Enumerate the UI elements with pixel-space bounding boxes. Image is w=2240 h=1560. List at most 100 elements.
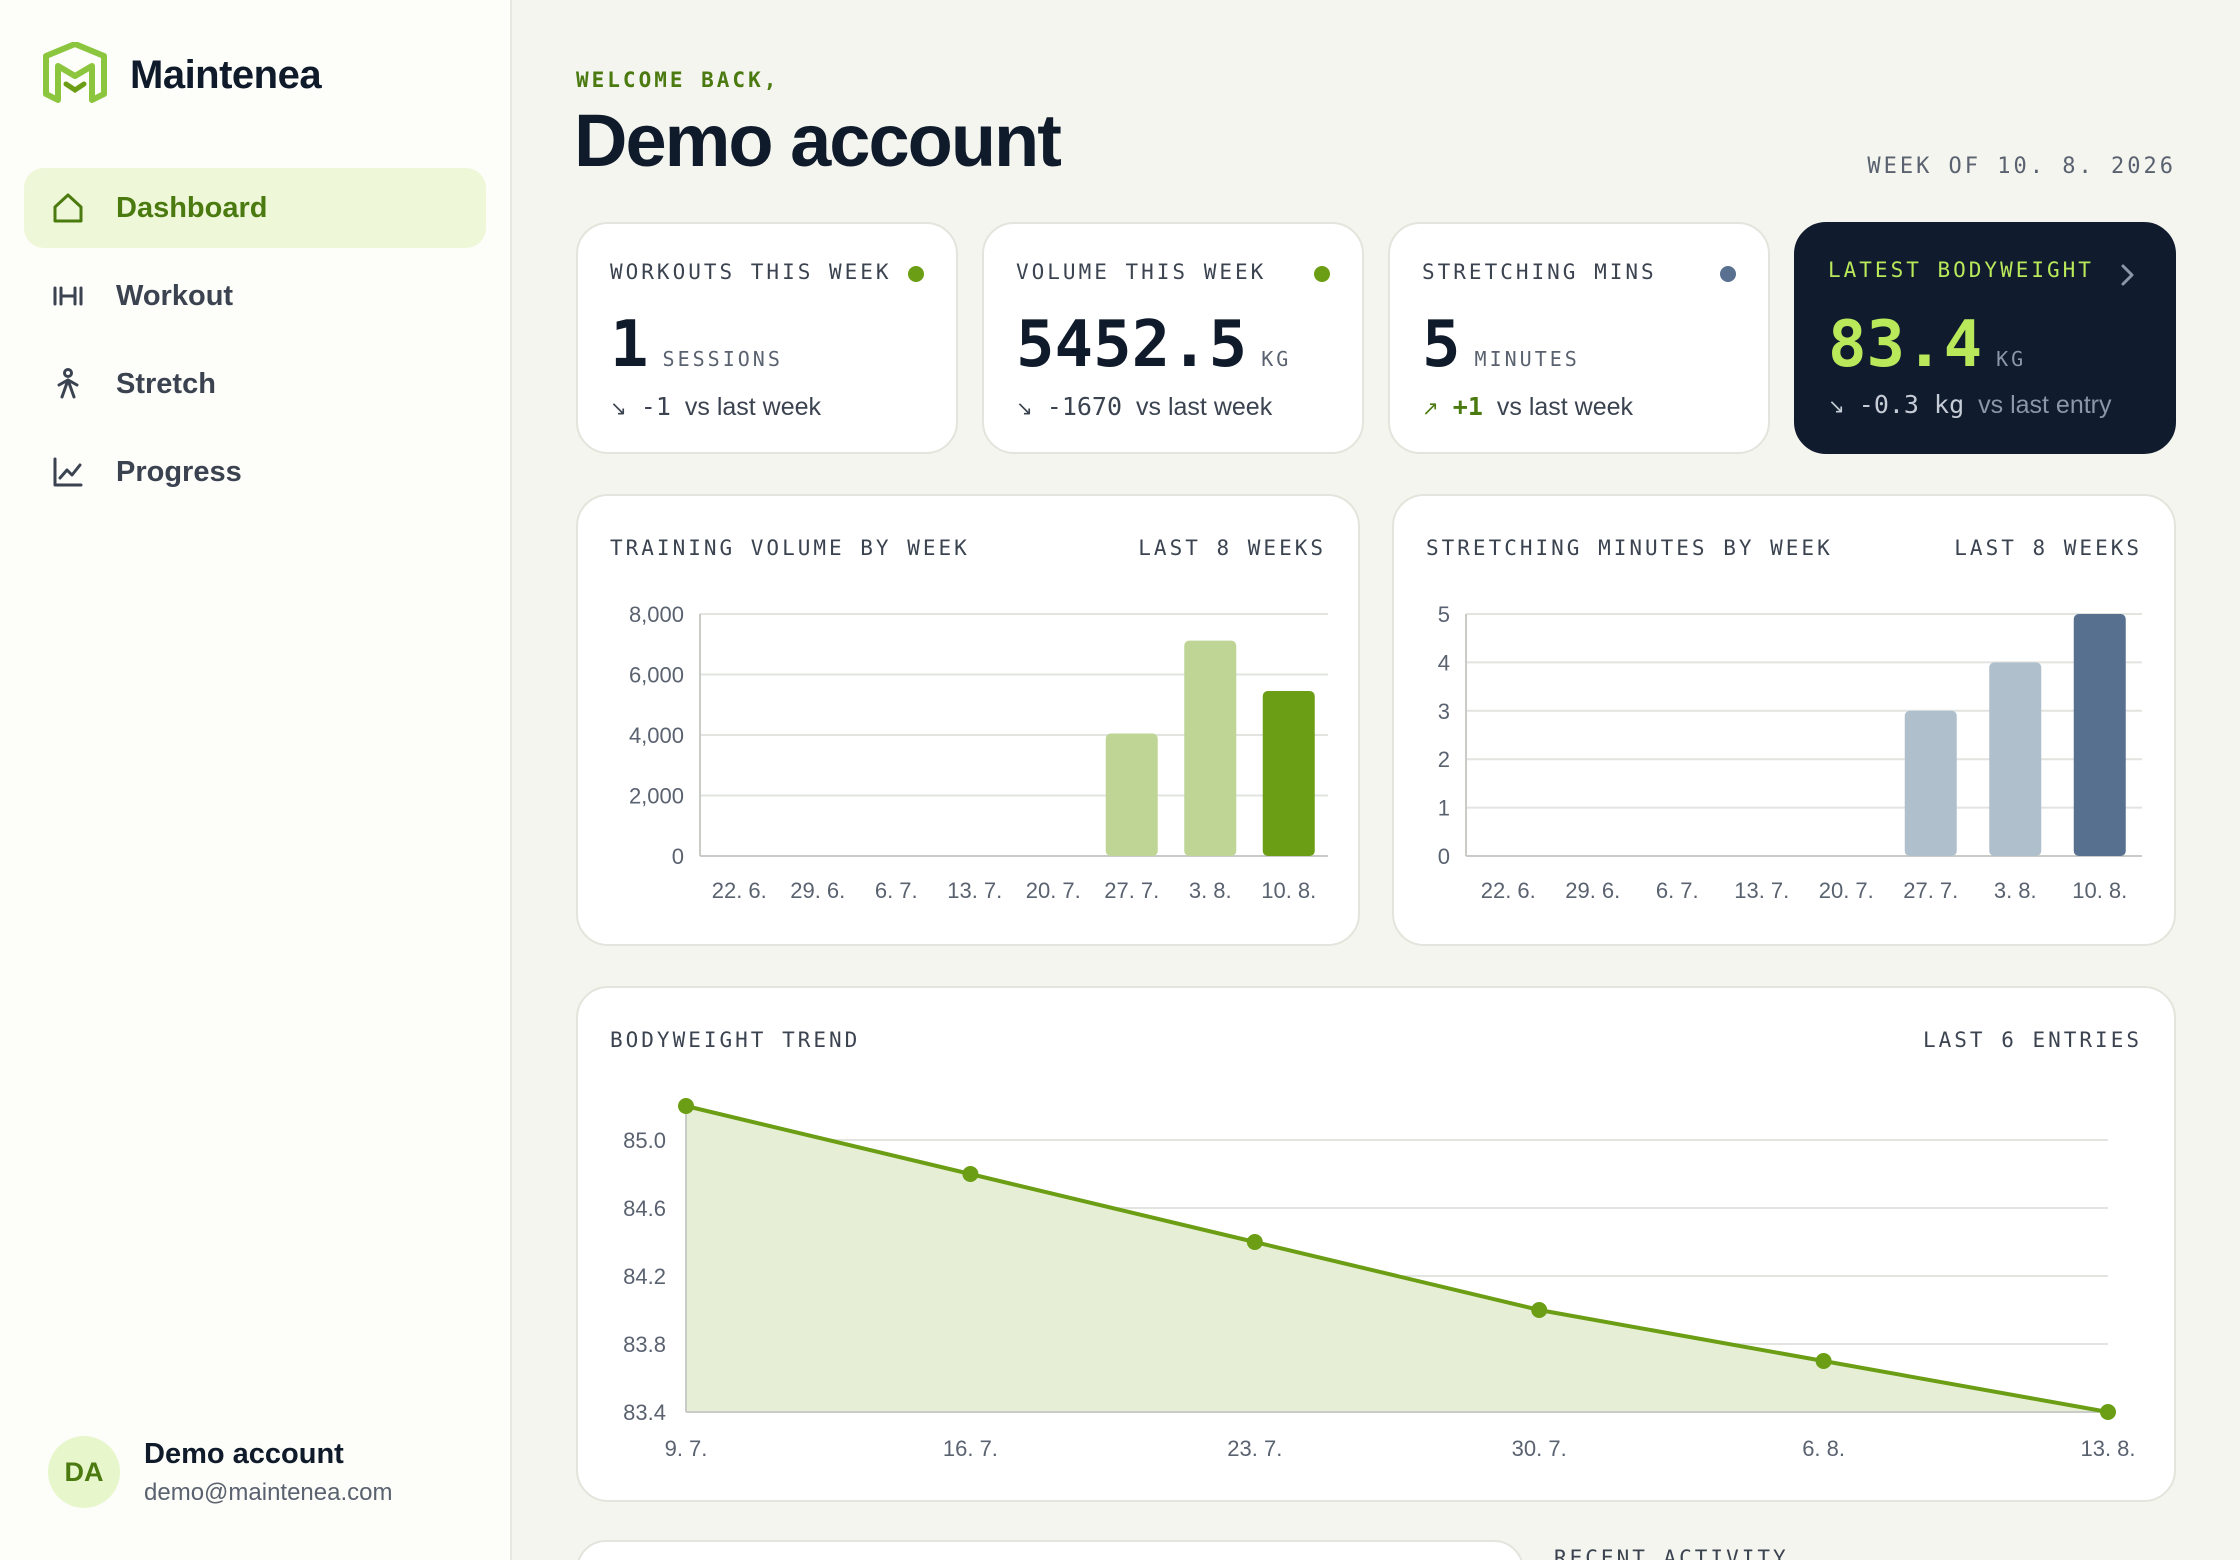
x-tick-label: 6. 7. (875, 878, 918, 903)
bar (1989, 662, 2042, 856)
chart-range: LAST 8 WEEKS (1138, 536, 1326, 560)
kpi-card-bodyweight[interactable]: LATEST BODYWEIGHT 83.4 KG ↘ -0.3 kg vs l… (1794, 222, 2176, 454)
user-email: demo@maintenea.com (144, 1478, 393, 1506)
person-stretch-icon (50, 366, 86, 402)
chart-title: TRAINING VOLUME BY WEEK (610, 536, 970, 560)
home-icon (50, 190, 86, 226)
kpi-delta: -1 (640, 392, 671, 421)
x-tick-label: 30. 7. (1512, 1436, 1567, 1461)
stretch-bar-chart: 0 1 2 3 4 5 22. 6. 29. 6. 6. 7. 13. 7. 20. 7. 27. 7… (1438, 602, 2142, 903)
bar (2073, 614, 2126, 856)
y-tick-label: 84.6 (623, 1196, 666, 1221)
x-tick-label: 22. 6. (1481, 878, 1536, 903)
y-tick-label: 5 (1438, 602, 1450, 627)
kpi-value: 1 (610, 308, 649, 382)
data-point (678, 1098, 694, 1114)
bar (1262, 691, 1315, 856)
chart-range: LAST 8 WEEKS (1954, 536, 2142, 560)
week-of-label: WEEK OF 10. 8. 2026 (1867, 154, 2176, 179)
x-tick-label: 20. 7. (1026, 878, 1081, 903)
brand[interactable]: Maintenea (40, 42, 322, 108)
y-tick-label: 6,000 (629, 663, 684, 688)
data-point (1815, 1353, 1832, 1369)
maintenea-logo-icon (43, 42, 107, 103)
chart-title: STRETCHING MINUTES BY WEEK (1426, 536, 1833, 560)
user-name: Demo account (144, 1437, 344, 1470)
y-tick-label: 3 (1438, 699, 1450, 724)
y-tick-label: 83.8 (623, 1332, 666, 1357)
data-point (962, 1166, 979, 1182)
welcome-label: WELCOME BACK, (576, 68, 780, 92)
brand-name: Maintenea (130, 52, 322, 97)
trend-down-icon: ↘ (1828, 396, 1845, 418)
chevron-right-icon (2121, 264, 2134, 286)
y-tick-label: 2 (1438, 747, 1450, 772)
kpi-delta-text: vs last week (684, 393, 822, 421)
x-tick-label: 22. 6. (712, 878, 767, 903)
x-tick-label: 6. 7. (1656, 878, 1699, 903)
y-tick-label: 0 (672, 844, 684, 869)
series-line (685, 1104, 2109, 1414)
kpi-delta: -0.3 kg (1858, 390, 1965, 419)
sidebar: Maintenea Dashboard Workout Stretch Prog… (0, 0, 512, 1560)
stretch-chart-card: STRETCHING MINUTES BY WEEK LAST 8 WEEKS … (1392, 494, 2176, 946)
x-tick-label: 10. 8. (2072, 878, 2127, 903)
x-tick-label: 23. 7. (1227, 1436, 1282, 1461)
trend-down-icon: ↘ (610, 398, 627, 420)
nav-label-stretch: Stretch (116, 367, 216, 400)
y-tick-label: 84.2 (623, 1264, 666, 1289)
kpi-unit: KG (1261, 347, 1292, 371)
chart-range: LAST 6 ENTRIES (1922, 1028, 2142, 1052)
bodyweight-area-chart: 83.4 83.8 84.2 84.6 85.0 9. 7. 16. 7. 23. 7. 30.… (623, 1098, 2136, 1461)
nav-item-stretch[interactable]: Stretch (24, 344, 486, 424)
x-tick-label: 13. 8. (2080, 1436, 2135, 1461)
kpi-delta: -1670 (1046, 392, 1123, 421)
kpi-card-volume: VOLUME THIS WEEK 5452.5 KG ↘ -1670 vs la… (982, 222, 1364, 454)
line-chart-icon (50, 454, 86, 490)
chart-title: BODYWEIGHT TREND (610, 1028, 861, 1052)
kpi-delta-text: vs last entry (1978, 391, 2112, 419)
y-tick-label: 4,000 (629, 723, 684, 748)
x-tick-label: 9. 7. (665, 1436, 708, 1461)
x-tick-label: 27. 7. (1903, 878, 1958, 903)
trend-down-icon: ↘ (1016, 398, 1033, 420)
kpi-label: STRETCHING MINS (1422, 260, 1657, 284)
kpi-label: WORKOUTS THIS WEEK (610, 260, 892, 284)
x-tick-label: 29. 6. (790, 878, 845, 903)
avatar: DA (48, 1436, 120, 1508)
data-point (2100, 1404, 2116, 1420)
kpi-unit: MINUTES (1474, 347, 1580, 371)
x-tick-label: 29. 6. (1565, 878, 1620, 903)
status-dot (1314, 266, 1330, 282)
nav-item-dashboard[interactable]: Dashboard (24, 168, 486, 248)
y-tick-label: 8,000 (629, 602, 684, 627)
bar (1904, 710, 1957, 856)
user-profile[interactable]: DA Demo account demo@maintenea.com (48, 1436, 392, 1508)
status-dot (1720, 266, 1736, 282)
x-tick-label: 20. 7. (1819, 878, 1874, 903)
bodyweight-chart-card: BODYWEIGHT TREND LAST 6 ENTRIES 83.4 83.8… (576, 986, 2176, 1502)
status-dot (908, 266, 924, 282)
data-point (1531, 1302, 1548, 1318)
recent-activity-heading: RECENT ACTIVITY (1554, 1546, 1789, 1560)
bar (1105, 733, 1158, 856)
area-fill (686, 1106, 2108, 1412)
kpi-card-workouts: WORKOUTS THIS WEEK 1 SESSIONS ↘ -1 vs la… (576, 222, 958, 454)
volume-bar-chart: 0 2,000 4,000 6,000 8,000 22. 6. 29. 6. 6. 7. 13… (629, 602, 1328, 903)
y-tick-label: 2,000 (629, 784, 684, 809)
main-nav: Dashboard Workout Stretch Progress (24, 168, 486, 520)
nav-item-progress[interactable]: Progress (24, 432, 486, 512)
kpi-label: LATEST BODYWEIGHT (1828, 258, 2094, 282)
x-tick-label: 13. 7. (1734, 878, 1789, 903)
y-tick-label: 0 (1438, 844, 1450, 869)
kpi-delta-text: vs last week (1496, 393, 1634, 421)
nav-label-progress: Progress (116, 455, 242, 488)
kpi-label: VOLUME THIS WEEK (1016, 260, 1267, 284)
nav-label-dashboard: Dashboard (116, 191, 268, 224)
bottom-card (576, 1540, 1524, 1560)
kpi-value: 5452.5 (1016, 308, 1248, 382)
y-tick-label: 4 (1438, 650, 1450, 675)
nav-item-workout[interactable]: Workout (24, 256, 486, 336)
x-tick-label: 13. 7. (947, 878, 1002, 903)
dumbbell-icon (50, 278, 86, 314)
